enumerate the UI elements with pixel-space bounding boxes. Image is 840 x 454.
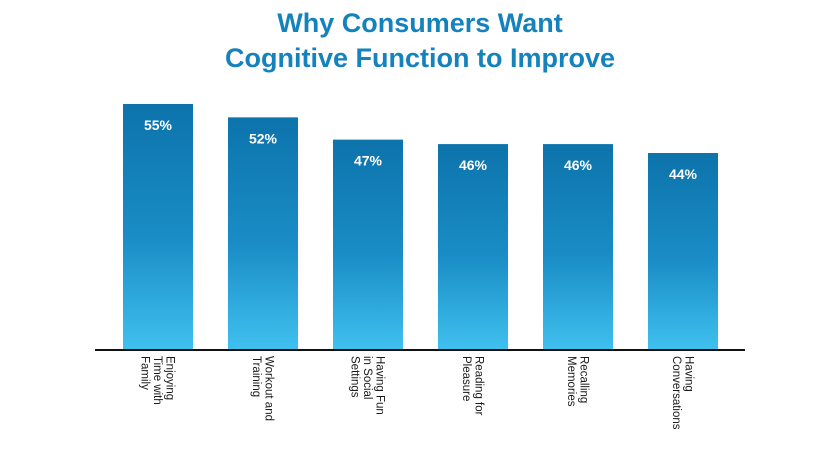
data-label-5: 46% bbox=[564, 157, 593, 173]
bar-3 bbox=[333, 139, 403, 349]
category-label-5-line-1: Recalling bbox=[577, 356, 589, 403]
bar-1 bbox=[123, 104, 193, 349]
category-label-4-line-1: Reading for bbox=[472, 356, 484, 416]
category-label-3-line-2: in Social bbox=[361, 356, 373, 399]
category-label-4: Reading forPleasure bbox=[460, 356, 485, 416]
category-label-2-line-2: Training bbox=[250, 356, 262, 397]
data-labels-layer: 55% 52% 47% 46% 46% 44% bbox=[144, 117, 698, 182]
bar-2 bbox=[228, 117, 298, 349]
bar-5 bbox=[543, 144, 613, 349]
category-label-3-line-3: Settings bbox=[349, 356, 361, 398]
bar-6 bbox=[648, 153, 718, 349]
category-label-1-line-3: Family bbox=[139, 356, 151, 390]
category-label-3-line-1: Having Fun bbox=[374, 356, 386, 415]
bars-layer bbox=[123, 104, 718, 349]
category-label-6: HavingConversations bbox=[670, 356, 695, 430]
bar-4 bbox=[438, 144, 508, 349]
category-label-2-line-1: Workout and bbox=[262, 356, 274, 421]
chart-title-line-2: Cognitive Function to Improve bbox=[225, 43, 615, 73]
chart-title: Why Consumers Want Cognitive Function to… bbox=[225, 8, 615, 73]
data-label-6: 44% bbox=[669, 166, 698, 182]
category-label-3: Having Funin SocialSettings bbox=[349, 356, 386, 415]
data-label-3: 47% bbox=[354, 153, 383, 169]
category-label-5: RecallingMemories bbox=[565, 356, 590, 407]
data-label-2: 52% bbox=[249, 130, 278, 146]
category-label-1: EnjoyingTime withFamily bbox=[139, 356, 176, 405]
category-label-4-line-2: Pleasure bbox=[460, 356, 472, 401]
category-labels-layer: EnjoyingTime withFamily Workout andTraini… bbox=[139, 356, 695, 430]
category-label-5-line-2: Memories bbox=[565, 356, 577, 407]
category-label-1-line-1: Enjoying bbox=[164, 356, 176, 400]
category-label-6-line-1: Having bbox=[682, 356, 694, 392]
chart-title-line-1: Why Consumers Want bbox=[277, 8, 563, 38]
data-label-1: 55% bbox=[144, 117, 173, 133]
data-label-4: 46% bbox=[459, 157, 488, 173]
category-label-1-line-2: Time with bbox=[151, 356, 163, 405]
category-label-2: Workout andTraining bbox=[250, 356, 275, 421]
category-label-6-line-2: Conversations bbox=[670, 356, 682, 430]
